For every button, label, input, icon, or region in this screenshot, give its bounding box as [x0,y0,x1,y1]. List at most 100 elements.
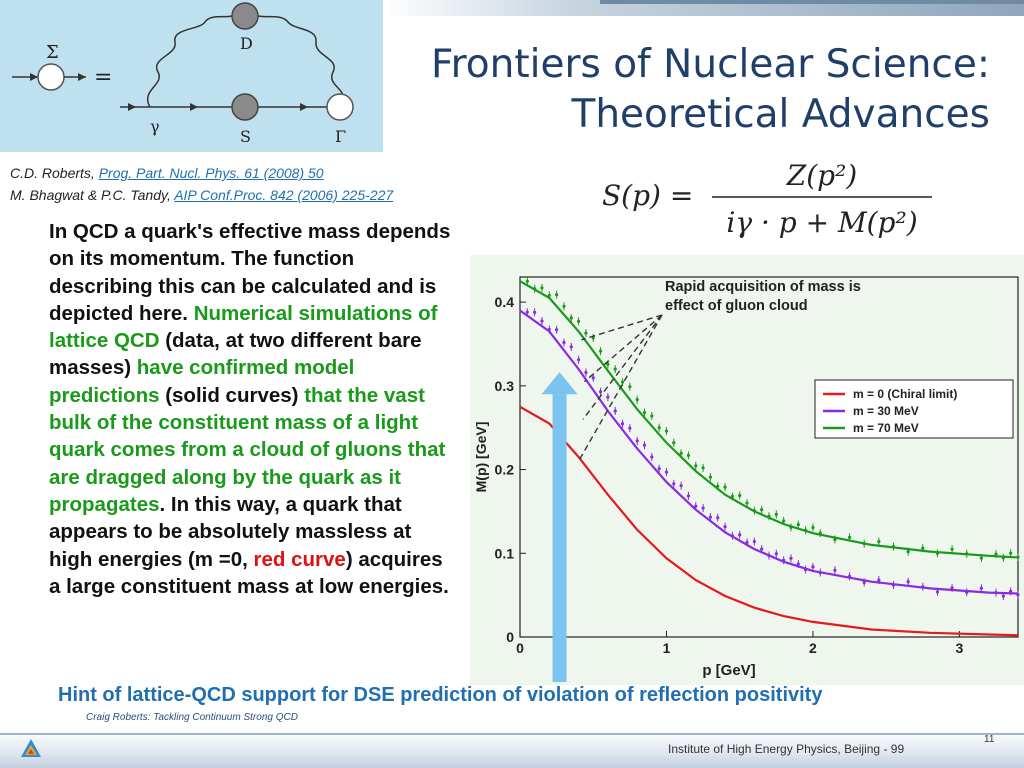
highlight-arrow-head [541,372,578,395]
data-point [569,345,573,349]
data-point [576,358,581,362]
data-point [994,591,998,595]
data-point [965,590,969,594]
chart-legend: m = 0 (Chiral limit) m = 30 MeV m = 70 MeV [814,379,1014,439]
footer-band [0,730,1024,768]
body-paragraph: In QCD a quark's effective mass depends … [49,218,459,600]
y-tick-label: 0.4 [495,294,515,310]
y-tick-label: 0.1 [495,545,515,561]
data-point [877,578,881,582]
x-tick-label: 2 [809,640,817,656]
data-point [950,547,954,551]
diagram-svg: Σ = D γ S Γ [12,2,354,146]
reference-1-link[interactable]: Prog. Part. Nucl. Phys. 61 (2008) 50 [98,165,324,181]
data-point [555,328,559,332]
data-point [620,380,625,384]
data-point [847,574,852,578]
chart-series [519,277,1020,637]
y-tick-label: 0.3 [495,378,515,394]
data-point [708,475,713,479]
data-point [591,376,595,380]
body-text-1: In QCD a quark's effective mass depends … [49,220,451,325]
data-point [547,327,551,332]
gap-equation-diagram: Σ = D γ S Γ [0,0,383,152]
body-text-4: . In this way, a quark that appears to b… [49,492,412,571]
formula-numerator: Z(p²) [786,159,857,192]
data-point [811,525,815,530]
references: C.D. Roberts, Prog. Part. Nucl. Phys. 61… [10,162,393,206]
y-axis-label: M(p) [GeV] [473,422,489,493]
data-point [745,501,749,505]
x-tick-label: 0 [516,640,524,656]
data-point [672,441,676,445]
propagator-formula: S(p) = Z(p²) iγ · p + M(p²) [602,150,942,245]
reference-2-link[interactable]: AIP Conf.Proc. 842 (2006) 225-227 [174,187,394,203]
data-point [672,482,676,486]
data-point [752,539,756,544]
data-point [686,453,691,457]
body-text-2: (data, at two different bare masses) [49,329,422,380]
data-point [935,590,940,594]
data-point [620,422,625,426]
data-point [650,414,654,418]
chart-svg: 0 1 2 3 0 0.1 0.2 0.3 0.4 p [GeV] M(p) [GeV] Rapid… [473,276,1020,682]
data-point [965,552,969,556]
legend-label: m = 70 MeV [853,421,919,435]
mass-function-chart: 0 1 2 3 0 0.1 0.2 0.3 0.4 p [GeV] M(p) [GeV] Rapid… [470,255,1024,685]
data-point [606,395,610,399]
data-point [804,528,808,532]
data-point [950,586,954,590]
data-point [613,367,617,371]
formula-svg: S(p) = Z(p²) iγ · p + M(p²) [602,159,932,239]
reference-2: M. Bhagwat & P.C. Tandy, AIP Conf.Proc. … [10,184,393,206]
annotation-text: effect of gluon cloud [665,298,808,314]
highlight-arrow-shaft [552,394,567,682]
data-point [760,547,764,551]
gamma-label: γ [150,117,160,136]
data-point [804,568,808,572]
y-tick-label: 0 [506,629,514,645]
data-point [891,544,896,549]
data-point [745,540,749,544]
data-point [533,310,537,314]
top-decor-line [600,0,1024,4]
title-line-2: Theoretical Advances [571,92,990,137]
annotation-arrow [577,314,663,462]
data-point [716,516,720,520]
big-gamma-label: Γ [335,127,346,146]
data-point [598,390,603,394]
data-point [694,504,698,508]
data-point [862,542,866,546]
data-point [935,551,940,555]
d-label: D [240,34,253,53]
data-point [540,319,544,323]
gluon-propagator-blob [231,2,259,30]
x-axis-label: p [GeV] [702,662,755,679]
data-point [642,443,647,447]
body-text-5: ) acquires a large constituent mass at l… [49,547,449,598]
data-point [796,523,800,527]
legend-label: m = 0 (Chiral limit) [853,387,957,401]
plot-frame [519,276,1019,638]
data-point [679,451,683,455]
chart-axes: 0 1 2 3 0 0.1 0.2 0.3 0.4 p [GeV] M(p) [GeV] [473,276,1019,679]
data-point [533,287,537,291]
data-point [584,331,588,335]
body-green-1: Numerical simulations of lattice QCD [49,301,438,353]
data-point [818,531,822,535]
data-point [906,580,910,584]
data-point [562,304,566,308]
data-point [628,426,632,430]
data-point [723,485,727,489]
data-point [1009,589,1013,593]
footer-line [0,733,1024,735]
data-point [606,362,610,366]
data-point [576,319,581,323]
data-point [833,568,837,572]
data-point [730,534,734,538]
data-point [723,525,727,529]
data-point [833,537,837,542]
data-point [650,455,654,459]
reference-1: C.D. Roberts, Prog. Part. Nucl. Phys. 61… [10,162,393,184]
data-point [635,398,639,402]
